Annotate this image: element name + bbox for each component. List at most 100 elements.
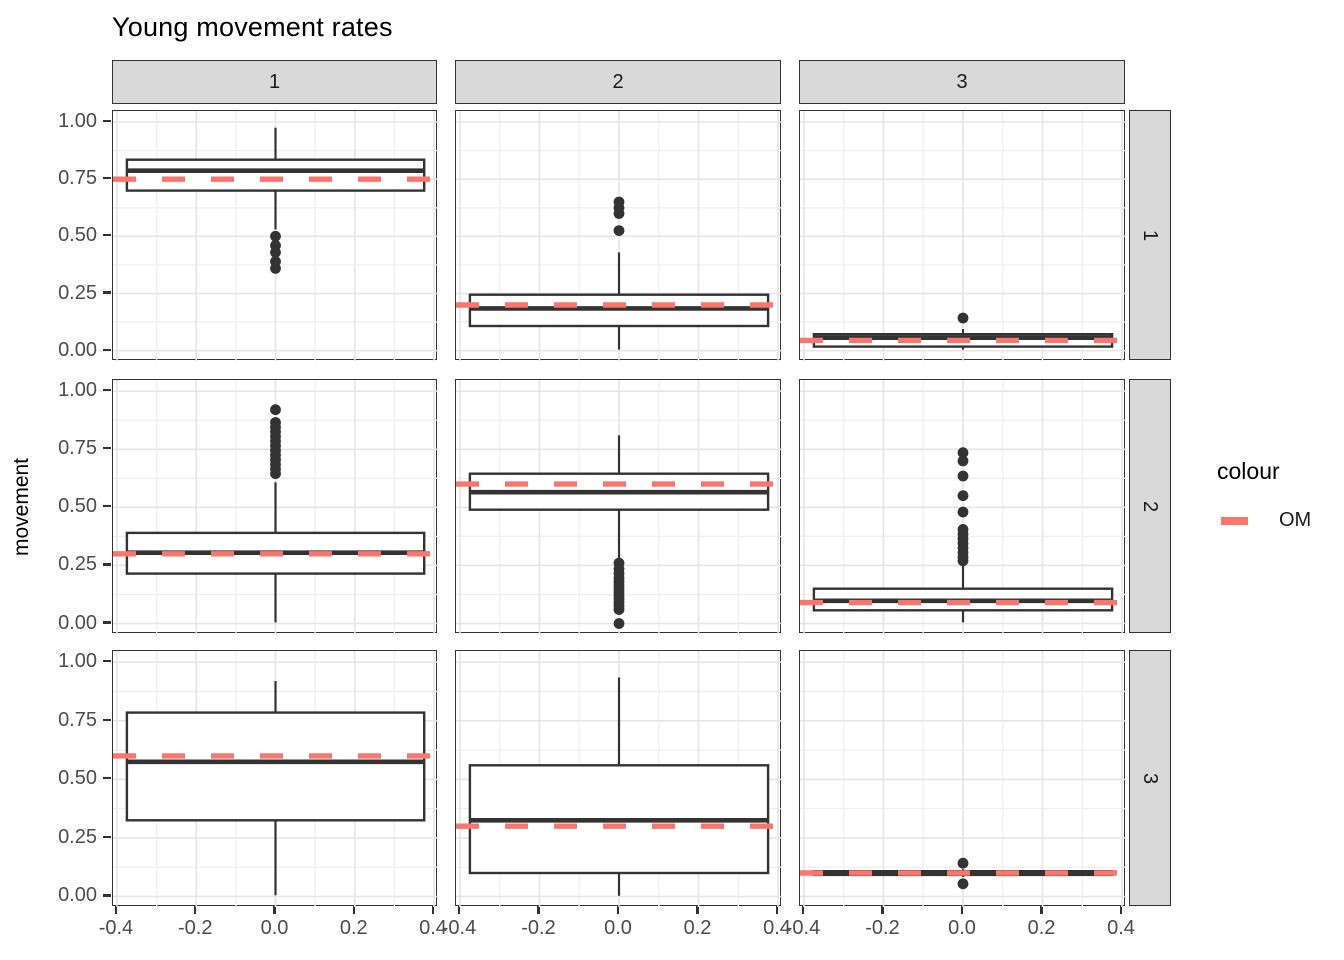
x-tick-mark <box>616 906 620 914</box>
y-tick-mark <box>103 777 111 780</box>
y-tick-label: 0.75 <box>58 708 97 731</box>
outlier-point <box>957 490 969 502</box>
x-tick-mark <box>457 906 461 914</box>
x-tick-label: 0.0 <box>604 917 632 939</box>
y-tick-label: 0.50 <box>58 767 97 790</box>
outlier-point <box>957 555 969 567</box>
y-tick-label: 0.50 <box>58 495 97 518</box>
boxplot-svg <box>113 380 438 634</box>
y-tick-mark <box>103 447 111 450</box>
outlier-point <box>613 208 625 219</box>
x-tick-label: 0.2 <box>339 917 368 939</box>
legend: colour OM <box>1213 458 1311 532</box>
facet-panel-r2-c1 <box>112 379 438 634</box>
om-dashed-line-swatch <box>1221 516 1248 525</box>
x-tick-mark <box>114 906 118 914</box>
facet-panel-r1-c3 <box>799 110 1126 361</box>
chart-title: Young movement rates <box>112 12 393 42</box>
facet-col-strip-2: 2 <box>455 60 781 104</box>
x-tick-label: 0.0 <box>948 917 976 939</box>
x-tick-label: 0.4 <box>419 917 447 939</box>
facet-panel-r2-c3 <box>799 379 1126 634</box>
outlier-point <box>957 506 969 518</box>
facet-row-strip-label: 3 <box>1139 772 1162 784</box>
facet-panel-r3-c1 <box>112 650 438 907</box>
y-axis-label: movement <box>10 457 33 557</box>
y-tick-mark <box>103 621 111 624</box>
y-tick-label: 1.00 <box>58 650 97 673</box>
outlier-point <box>613 604 625 615</box>
legend-item-label: OM <box>1279 509 1312 531</box>
box <box>125 158 426 192</box>
y-tick-label: 1.00 <box>58 379 97 402</box>
x-tick-mark <box>431 906 435 914</box>
boxplot-svg <box>456 380 782 634</box>
x-tick-mark <box>960 906 964 914</box>
y-tick-mark <box>103 505 111 508</box>
outlier-point <box>957 470 969 482</box>
x-tick-label: 0.4 <box>1107 917 1135 939</box>
x-tick-label: 0.0 <box>260 917 289 939</box>
x-tick-label: 0.2 <box>683 917 712 939</box>
facet-panel-r3-c3 <box>799 650 1126 907</box>
outlier-point <box>613 225 625 236</box>
x-tick-mark <box>1040 906 1043 914</box>
outlier-point <box>270 404 281 416</box>
x-tick-mark <box>881 906 884 914</box>
y-tick-mark <box>103 835 111 838</box>
facet-col-strip-1: 1 <box>112 60 437 104</box>
x-tick-mark <box>352 906 355 914</box>
x-tick-mark <box>537 906 540 914</box>
y-tick-label: 0.25 <box>58 825 97 848</box>
box <box>125 711 426 822</box>
y-tick-mark <box>103 119 111 123</box>
outlier-point <box>957 312 969 324</box>
boxplot-svg <box>456 651 782 907</box>
y-tick-mark <box>103 348 111 351</box>
facet-panel-r3-c2 <box>455 650 782 907</box>
boxplot-svg <box>800 380 1126 634</box>
x-tick-mark <box>194 906 197 914</box>
x-tick-mark <box>801 906 805 914</box>
y-tick-mark <box>103 234 111 237</box>
facet-row-strip-1: 1 <box>1129 110 1171 360</box>
x-tick-label: 0.2 <box>1027 917 1056 939</box>
x-tick-label: 0.4 <box>763 917 791 939</box>
y-tick-mark <box>103 177 111 180</box>
outlier-point <box>957 447 969 459</box>
facet-row-strip-3: 3 <box>1129 650 1171 906</box>
boxplot-svg <box>800 111 1126 361</box>
x-tick-mark <box>775 906 779 914</box>
facet-row-strip-label: 1 <box>1139 229 1162 241</box>
y-tick-label: 0.75 <box>58 167 97 190</box>
y-tick-mark <box>103 894 111 897</box>
y-tick-mark <box>103 660 111 663</box>
boxplot-svg <box>113 651 438 907</box>
outlier-point <box>270 230 281 242</box>
y-tick-mark <box>103 718 111 721</box>
y-tick-label: 0.00 <box>58 338 97 361</box>
outlier-point <box>957 455 969 467</box>
outlier-point <box>270 468 281 480</box>
facet-row-strip-2: 2 <box>1129 379 1171 633</box>
legend-title: colour <box>1217 458 1280 484</box>
x-tick-mark <box>1119 906 1123 914</box>
y-tick-label: 0.50 <box>58 224 97 247</box>
x-tick-label: -0.2 <box>865 917 900 939</box>
x-tick-label: -0.4 <box>785 917 821 939</box>
facet-panel-r1-c1 <box>112 110 438 361</box>
y-tick-label: 0.25 <box>58 281 97 304</box>
facet-panel-r2-c2 <box>455 379 782 634</box>
boxplot-svg <box>456 111 782 361</box>
x-tick-label: -0.2 <box>177 917 213 939</box>
x-tick-mark <box>696 906 699 914</box>
y-tick-mark <box>103 563 111 566</box>
y-tick-label: 0.25 <box>58 553 97 576</box>
y-tick-label: 0.00 <box>58 884 97 907</box>
x-tick-label: -0.4 <box>441 917 477 939</box>
y-tick-label: 0.00 <box>58 611 97 634</box>
x-tick-mark <box>273 906 276 914</box>
boxplot-svg <box>800 651 1126 907</box>
facet-panel-r1-c2 <box>455 110 782 361</box>
legend-item-om: OM <box>1213 509 1311 532</box>
